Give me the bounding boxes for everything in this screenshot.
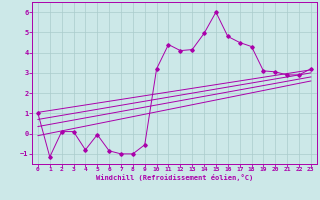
X-axis label: Windchill (Refroidissement éolien,°C): Windchill (Refroidissement éolien,°C) (96, 174, 253, 181)
